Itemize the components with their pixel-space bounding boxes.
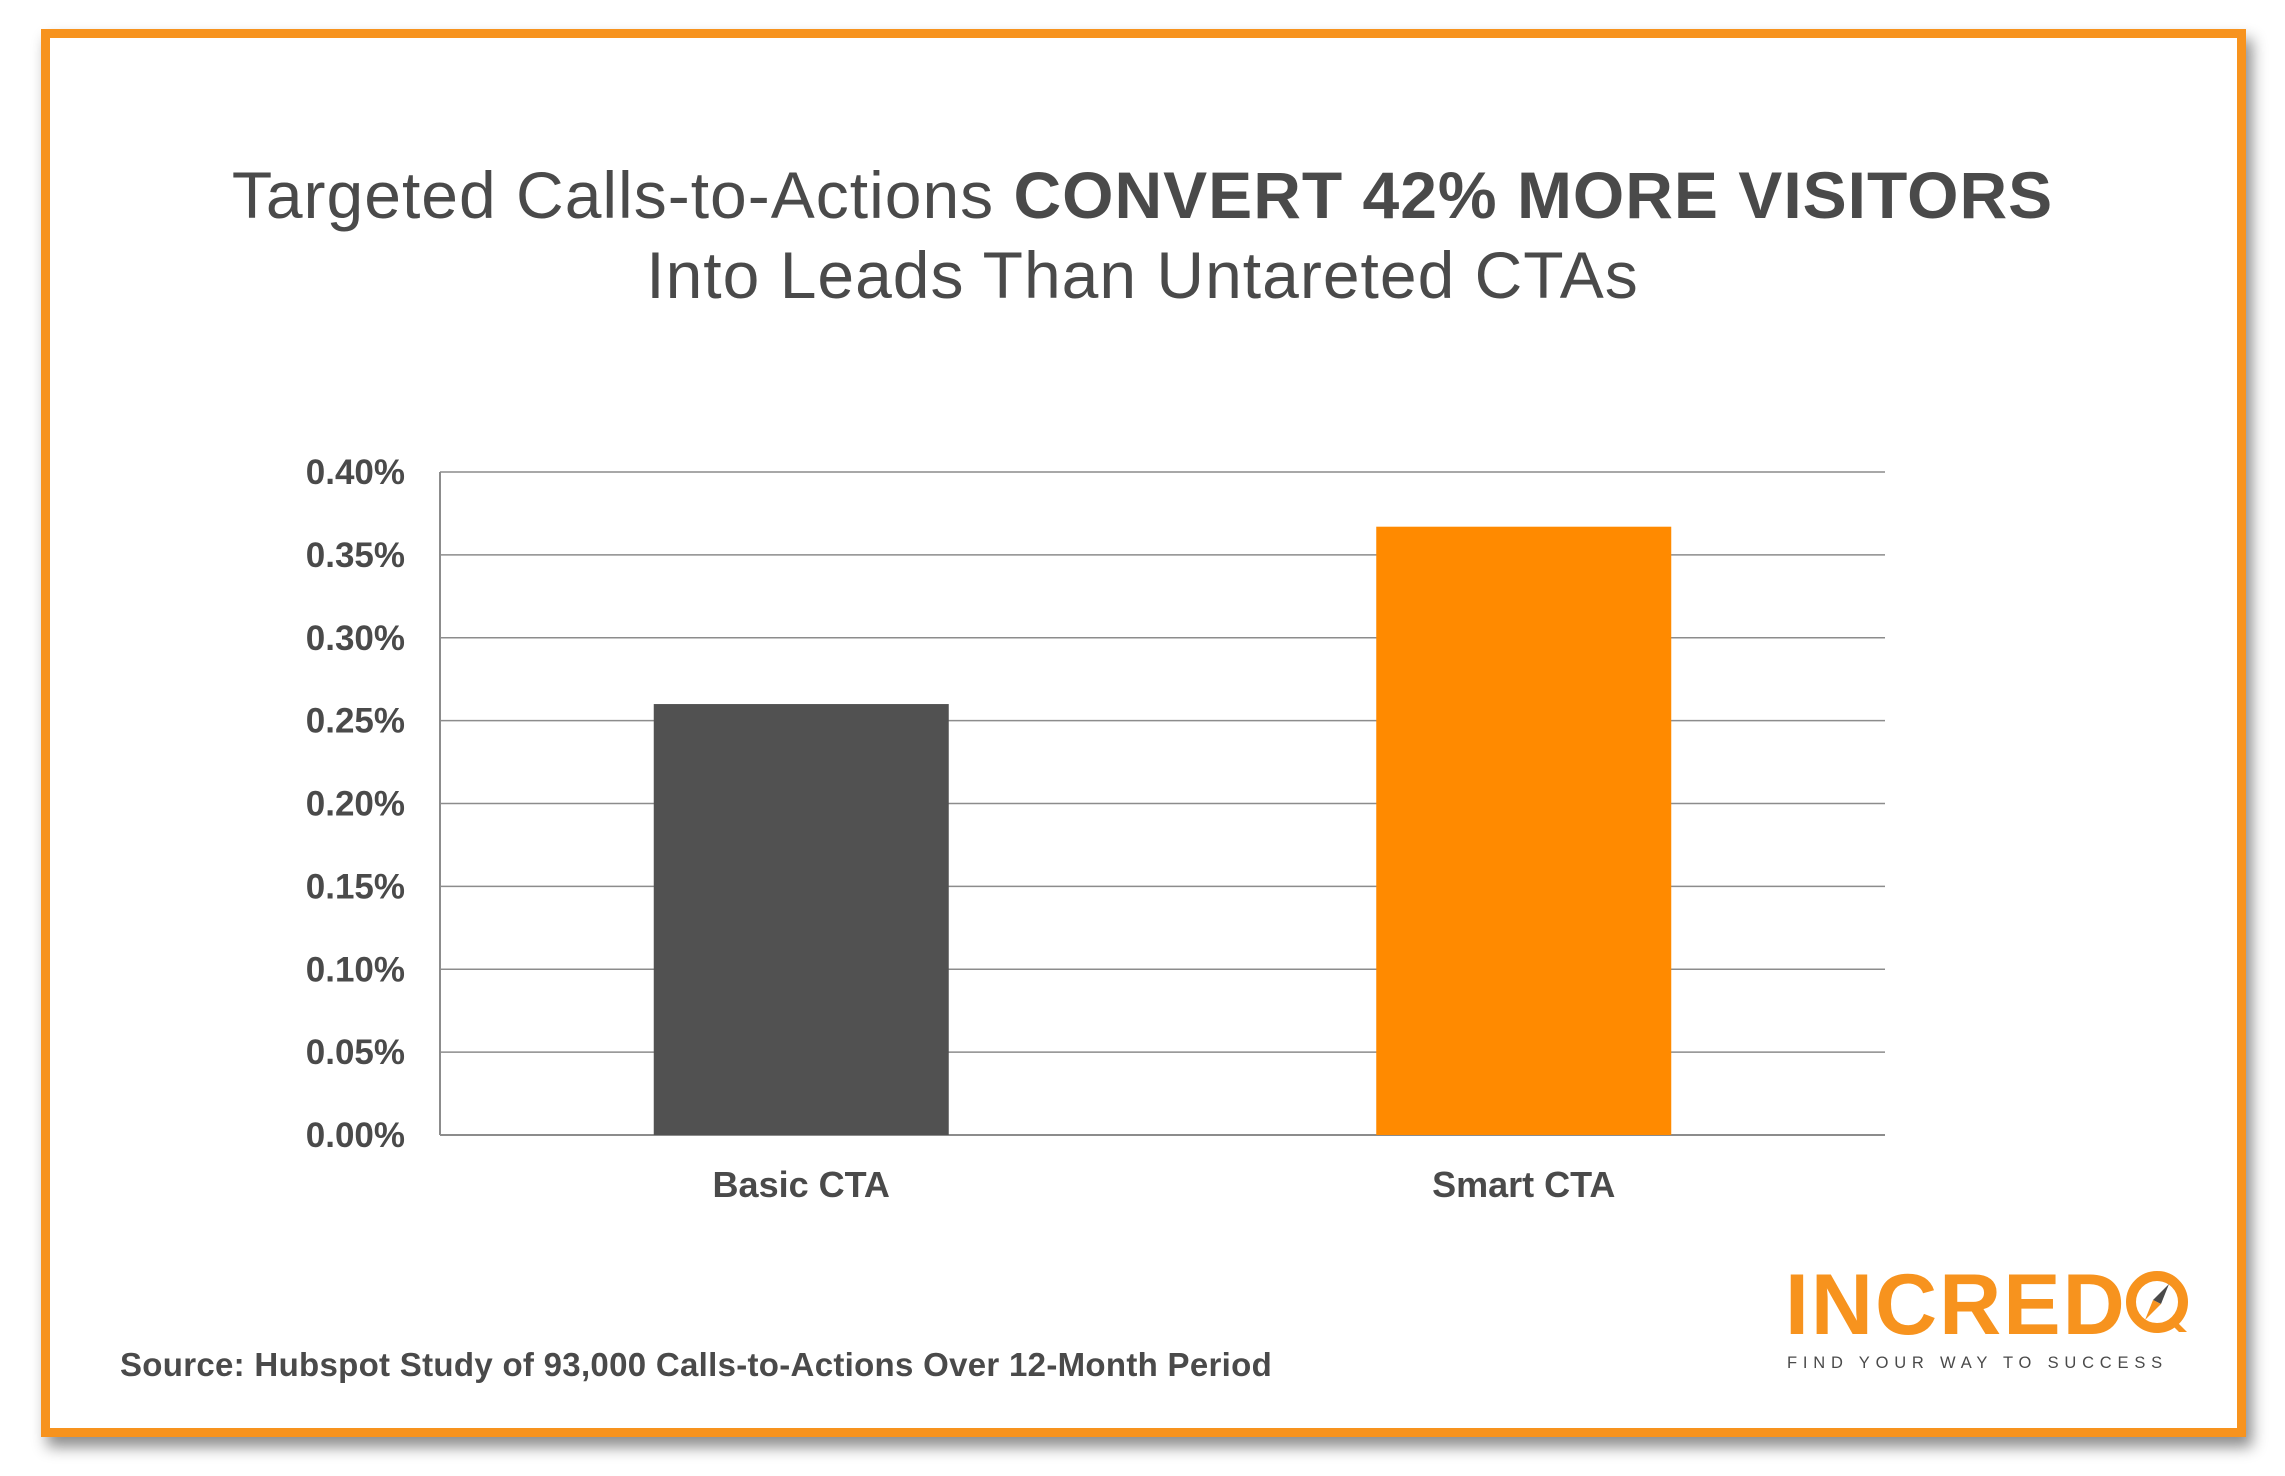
y-tick-label: 0.10% bbox=[306, 950, 405, 989]
title-line-2: Into Leads Than Untareted CTAs bbox=[646, 238, 1639, 312]
y-tick-label: 0.05% bbox=[306, 1033, 405, 1072]
logo-tagline: FIND YOUR WAY TO SUCCESS bbox=[1787, 1354, 2168, 1372]
y-tick-label: 0.40% bbox=[306, 453, 405, 492]
incredq-logo: INCRED FIND YOUR WAY TO SUCCESS bbox=[1785, 1257, 2188, 1372]
title-line-1: Targeted Calls-to-Actions CONVERT 42% MO… bbox=[0, 155, 2285, 235]
y-tick-label: 0.30% bbox=[306, 619, 405, 658]
logo-wordmark: INCRED bbox=[1785, 1257, 2127, 1353]
y-tick-label: 0.35% bbox=[306, 536, 405, 575]
bar-smart-cta bbox=[1376, 526, 1672, 1135]
chart-title: Targeted Calls-to-Actions CONVERT 42% MO… bbox=[0, 155, 2285, 315]
y-tick-label: 0.15% bbox=[306, 867, 405, 906]
title-line1-normal: Targeted Calls-to-Actions bbox=[231, 158, 1014, 232]
compass-icon bbox=[2126, 1271, 2188, 1333]
y-tick-label: 0.25% bbox=[306, 702, 405, 741]
y-tick-label: 0.00% bbox=[306, 1116, 405, 1155]
bar-basic-cta bbox=[653, 704, 949, 1135]
title-line1-bold: CONVERT 42% MORE VISITORS bbox=[1013, 158, 2054, 232]
y-tick-label: 0.20% bbox=[306, 785, 405, 824]
card-frame bbox=[41, 29, 2246, 1437]
x-tick-label: Basic CTA bbox=[713, 1164, 890, 1205]
x-tick-label: Smart CTA bbox=[1432, 1164, 1615, 1205]
source-note: Source: Hubspot Study of 93,000 Calls-to… bbox=[120, 1346, 1273, 1383]
